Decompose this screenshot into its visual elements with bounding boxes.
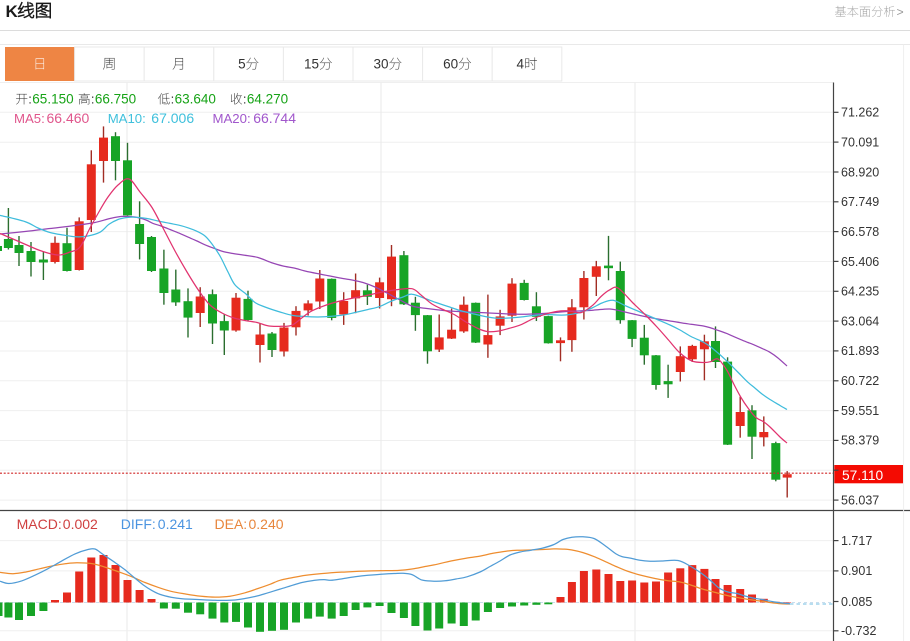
svg-text:MA20:: MA20: [213,111,251,126]
svg-text:66.460: 66.460 [47,110,90,126]
svg-text:0.002: 0.002 [63,516,98,532]
svg-text:0.085: 0.085 [841,595,872,609]
svg-text:66.744: 66.744 [253,110,296,126]
svg-text:66.578: 66.578 [841,225,879,239]
svg-text:61.893: 61.893 [841,344,879,358]
svg-text:57.110: 57.110 [842,468,884,483]
svg-text:64.270: 64.270 [247,92,288,107]
svg-text:0.240: 0.240 [249,516,284,532]
svg-text:-0.732: -0.732 [841,624,876,638]
svg-text:67.006: 67.006 [151,110,194,126]
svg-text::: : [91,92,95,107]
svg-text:65.406: 65.406 [841,255,879,269]
svg-text:66.750: 66.750 [95,92,136,107]
svg-text::: : [243,92,247,107]
svg-text:4: 4 [516,57,524,72]
svg-text:MA10:: MA10: [108,111,146,126]
svg-text:63.064: 63.064 [841,314,879,328]
svg-text:0.241: 0.241 [158,516,193,532]
svg-text:67.749: 67.749 [841,195,879,209]
svg-text:DIFF:: DIFF: [121,516,156,532]
svg-text:65.150: 65.150 [32,92,73,107]
svg-text:64.235: 64.235 [841,285,879,299]
svg-text:58.379: 58.379 [841,434,879,448]
svg-text:1.717: 1.717 [841,534,872,548]
svg-text:71.262: 71.262 [841,106,879,120]
svg-text:59.551: 59.551 [841,404,879,418]
svg-text:MA5:: MA5: [14,111,45,126]
svg-text:60: 60 [443,57,458,72]
svg-text:DEA:: DEA: [215,516,248,532]
svg-text:5: 5 [238,57,246,72]
svg-text:60.722: 60.722 [841,374,879,388]
svg-text:56.037: 56.037 [841,493,879,507]
svg-text:68.920: 68.920 [841,165,879,179]
svg-text:30: 30 [374,57,389,72]
svg-text::: : [171,92,175,107]
svg-text:0.901: 0.901 [841,564,872,578]
svg-text::: : [28,92,32,107]
svg-text:K: K [6,2,19,21]
svg-text:MACD:: MACD: [17,516,62,532]
svg-text:15: 15 [304,57,319,72]
svg-text:63.640: 63.640 [175,92,216,107]
svg-text:>: > [897,5,904,19]
svg-text:70.091: 70.091 [841,135,879,149]
